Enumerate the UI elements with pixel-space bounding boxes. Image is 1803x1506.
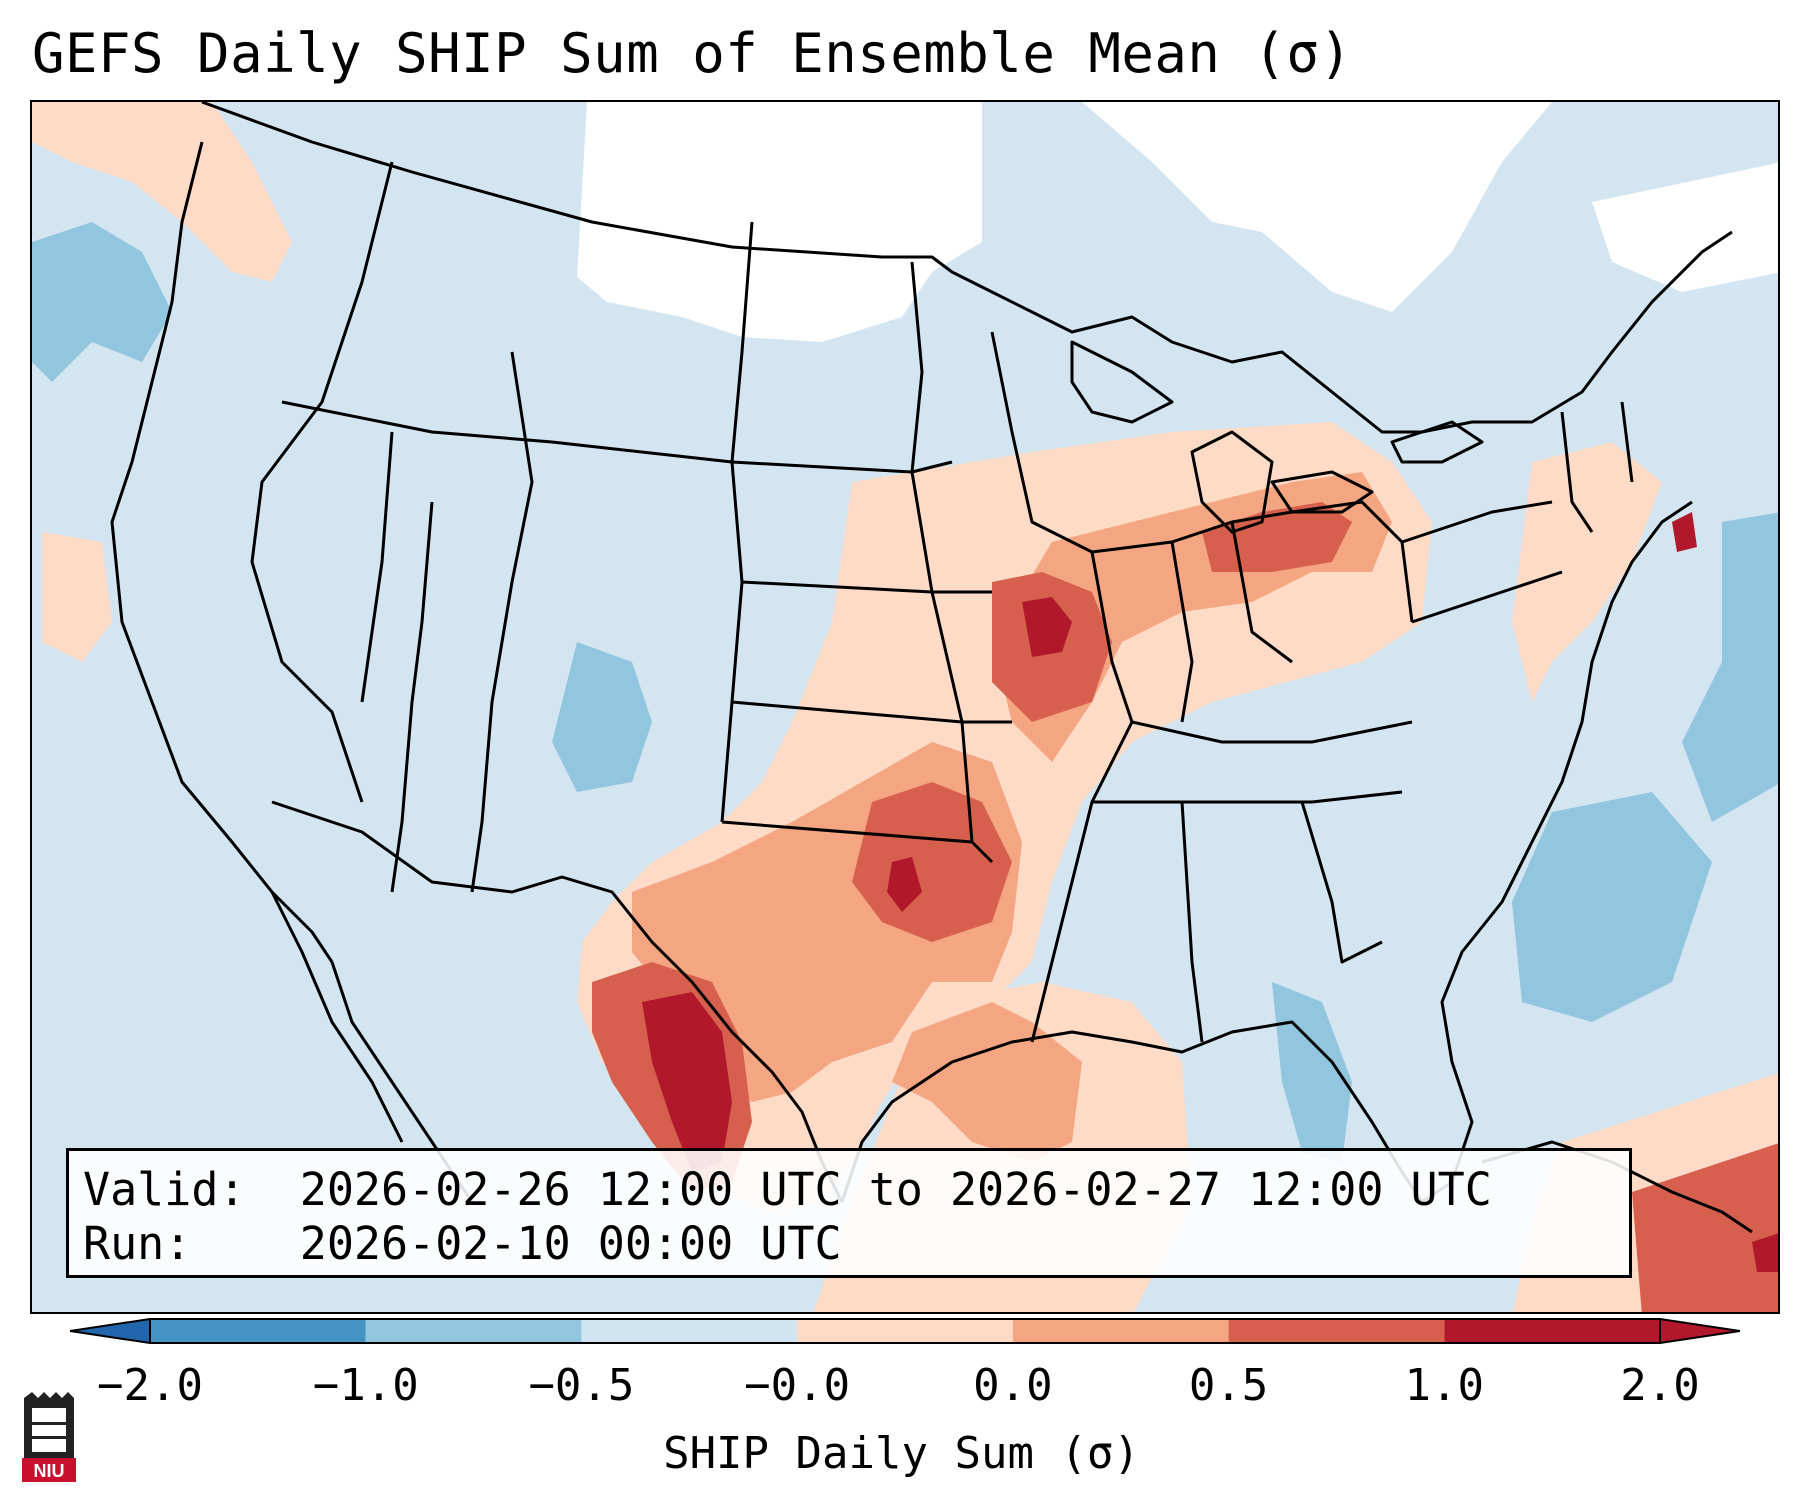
logo-tower-bar xyxy=(32,1422,66,1425)
anomaly-fields xyxy=(32,102,1778,1312)
colorbar-segment xyxy=(1228,1319,1445,1343)
extreme-area-oklahoma xyxy=(887,857,922,912)
colorbar-tick-label: −0.0 xyxy=(744,1360,851,1411)
neutral-area-north-plains xyxy=(577,102,982,342)
anomaly-map xyxy=(32,102,1778,1312)
colorbar-extend-max xyxy=(1659,1318,1740,1344)
positive-area-pacific-nw xyxy=(32,102,292,282)
logo-badge xyxy=(22,1458,76,1482)
state-and-country-borders xyxy=(110,102,1753,1234)
state-lines-east xyxy=(990,331,1634,1043)
state-lines-central xyxy=(551,221,1012,864)
positive-area-california-coast xyxy=(42,532,112,662)
map-panel xyxy=(30,100,1780,1314)
extreme-area-caribbean xyxy=(1752,1233,1778,1272)
colorbar-segment xyxy=(1012,1319,1229,1343)
negative-area-gulf xyxy=(1272,982,1352,1162)
niu-tower-logo-icon: NIU xyxy=(22,1392,76,1482)
colorbar-tick-label: 0.5 xyxy=(1188,1360,1269,1411)
run-value: 2026-02-10 00:00 UTC xyxy=(299,1217,842,1270)
valid-value: 2026-02-26 12:00 UTC to 2026-02-27 12:00… xyxy=(299,1163,1492,1216)
colorbar-segments xyxy=(70,1318,1740,1344)
colorbar-tick-label: −0.5 xyxy=(528,1360,635,1411)
positive-area-gulf-coast xyxy=(892,1002,1082,1162)
run-label: Run: xyxy=(83,1217,192,1270)
logo-text: NIU xyxy=(34,1461,65,1481)
extreme-area-west-texas xyxy=(642,992,732,1172)
colorbar-extend-min xyxy=(70,1318,151,1344)
negative-area-atlantic-east xyxy=(1682,512,1778,822)
colorbar-segment xyxy=(797,1319,1013,1343)
map-title: GEFS Daily SHIP Sum of Ensemble Mean (σ) xyxy=(32,22,1353,85)
neutral-area-canada-east xyxy=(1082,102,1552,312)
colorbar-tick-label: 2.0 xyxy=(1620,1360,1700,1411)
colorbar-tick-label: −1.0 xyxy=(312,1360,419,1411)
colorbar-tick-label: −2.0 xyxy=(97,1360,203,1411)
colorbar xyxy=(70,1318,1740,1344)
mexico-border xyxy=(271,800,844,1203)
colorbar-tick-label: 1.0 xyxy=(1404,1360,1485,1411)
negative-area-atlantic-south xyxy=(1512,792,1712,1022)
logo-tower-bar xyxy=(32,1436,66,1439)
positive-area-caribbean-strong xyxy=(1632,1143,1778,1312)
us-canada-border xyxy=(201,102,1733,434)
colorbar-tick-label: 0.0 xyxy=(973,1360,1053,1411)
extreme-area-iowa xyxy=(1022,597,1072,657)
run-row: Run: 2026-02-10 00:00 UTC xyxy=(83,1217,1615,1271)
state-lines-west xyxy=(250,161,553,893)
positive-area-oklahoma xyxy=(852,782,1012,942)
neutral-area-atlantic xyxy=(1592,162,1778,292)
colorbar-outline xyxy=(149,1318,1661,1344)
positive-area-northeast xyxy=(1512,442,1662,702)
info-box: Valid: 2026-02-26 12:00 UTC to 2026-02-2… xyxy=(66,1148,1632,1278)
cuba-coastline xyxy=(1481,1140,1753,1234)
colorbar-segment xyxy=(581,1319,798,1343)
colorbar-segment xyxy=(150,1319,366,1343)
colorbar-segment xyxy=(365,1319,582,1343)
great-lakes xyxy=(1070,340,1484,534)
extreme-area-new-england xyxy=(1672,512,1697,552)
colorbar-label: SHIP Daily Sum (σ) xyxy=(663,1428,1140,1479)
negative-area-colorado xyxy=(552,642,652,792)
colorbar-segment xyxy=(1444,1319,1660,1343)
negative-area-pacific-nw xyxy=(32,222,172,382)
valid-label: Valid: xyxy=(83,1163,246,1216)
valid-row: Valid: 2026-02-26 12:00 UTC to 2026-02-2… xyxy=(83,1163,1615,1217)
logo-tower-window xyxy=(32,1408,66,1452)
